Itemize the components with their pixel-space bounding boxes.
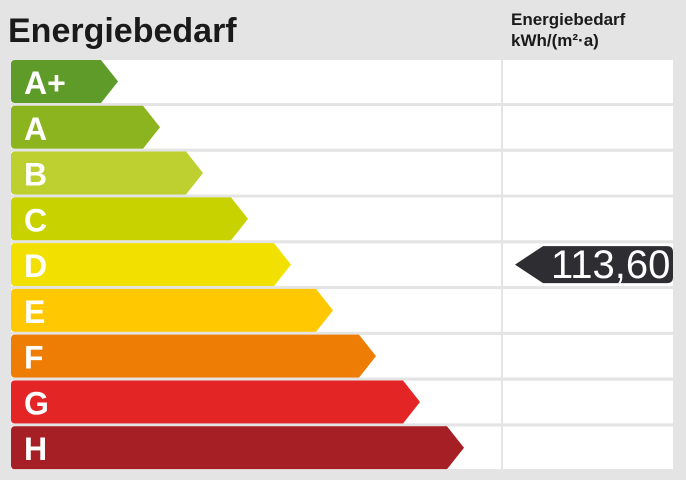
svg-text:D: D <box>24 248 47 284</box>
svg-text:A+: A+ <box>24 65 66 101</box>
svg-text:E: E <box>24 294 45 330</box>
svg-text:B: B <box>24 157 47 193</box>
svg-text:A: A <box>24 111 47 147</box>
svg-text:G: G <box>24 385 49 421</box>
svg-text:kWh/(m²·a): kWh/(m²·a) <box>511 31 599 50</box>
svg-text:Energiebedarf: Energiebedarf <box>511 10 626 29</box>
svg-text:C: C <box>24 202 47 238</box>
svg-text:H: H <box>24 431 47 467</box>
svg-text:Energiebedarf: Energiebedarf <box>8 12 237 50</box>
svg-text:F: F <box>24 340 44 376</box>
svg-text:113,60: 113,60 <box>551 243 670 287</box>
